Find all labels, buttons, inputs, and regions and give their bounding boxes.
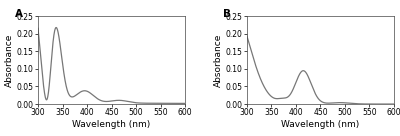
X-axis label: Wavelength (nm): Wavelength (nm) <box>72 120 151 129</box>
Text: B: B <box>223 9 231 19</box>
Y-axis label: Absorbance: Absorbance <box>214 33 223 87</box>
Text: A: A <box>14 9 22 19</box>
X-axis label: Wavelength (nm): Wavelength (nm) <box>281 120 360 129</box>
Y-axis label: Absorbance: Absorbance <box>5 33 14 87</box>
